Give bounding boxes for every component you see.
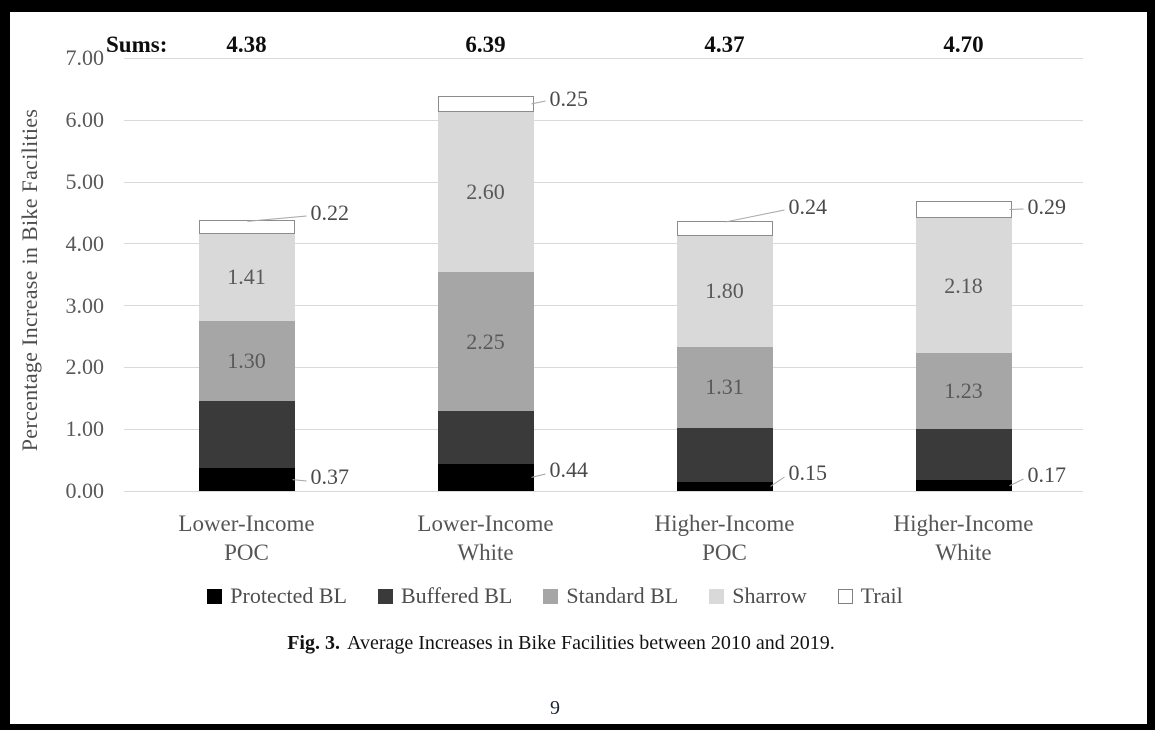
- legend-label: Standard BL: [566, 583, 679, 608]
- bar-segment-standard-bl: [915, 353, 1012, 430]
- bar-segment-trail: [915, 200, 1012, 219]
- bar-segment-standard-bl: [198, 321, 295, 402]
- sums-row-label: Sums:: [106, 32, 168, 57]
- callout-leader-line: [770, 476, 785, 487]
- segment-value-label: 2.60: [466, 178, 505, 204]
- legend-label: Buffered BL: [400, 583, 513, 608]
- legend-label: Trail: [860, 583, 903, 608]
- bar-segment-sharrow: [437, 111, 534, 273]
- y-tick-label: 2.00: [65, 354, 105, 380]
- callout-value-label: 0.37: [310, 464, 350, 489]
- segment-value-label: 1.80: [705, 278, 744, 304]
- bar-segment-sharrow: [676, 235, 773, 347]
- gridline: [124, 490, 1083, 492]
- segment-value-label: 2.18: [944, 272, 983, 298]
- callout-value-label: 0.44: [549, 457, 589, 482]
- legend-label: Protected BL: [230, 583, 347, 608]
- bar-segment-sharrow: [198, 233, 295, 322]
- y-tick-label: 0.00: [65, 478, 105, 503]
- figure-caption-label: Fig. 3.: [287, 632, 340, 654]
- y-tick-label: 5.00: [65, 169, 105, 194]
- bar-segment-sharrow: [915, 218, 1012, 354]
- bar-segment-buffered-bl: [915, 429, 1012, 481]
- callout-value-label: 0.25: [549, 86, 589, 111]
- callout-leader-line: [531, 100, 546, 105]
- legend-item-protected-bl: Protected BL: [207, 583, 347, 609]
- segment-value-label: 1.30: [227, 348, 266, 374]
- legend-label: Sharrow: [732, 583, 807, 608]
- segment-value-label: 1.23: [944, 378, 983, 404]
- bar-segment-trail: [437, 96, 534, 112]
- segment-value-label: 1.41: [227, 264, 266, 290]
- gridline: [124, 366, 1083, 368]
- gridline: [124, 57, 1083, 59]
- bar-segment-standard-bl: [437, 272, 534, 412]
- callout-value-label: 0.24: [788, 194, 828, 219]
- callout-value-label: 0.29: [1027, 194, 1067, 219]
- x-category-label: Lower-Income White: [417, 511, 554, 565]
- gridline: [124, 428, 1083, 430]
- gridline: [124, 243, 1083, 245]
- legend-swatch-trail: [837, 588, 853, 604]
- gridline: [124, 119, 1083, 121]
- y-tick-label: 7.00: [65, 45, 105, 71]
- segment-value-label: 2.25: [466, 328, 505, 354]
- x-category-label: Higher-Income POC: [654, 511, 795, 565]
- legend-swatch-sharrow: [709, 588, 725, 604]
- page-number: 9: [550, 697, 560, 719]
- bar-segment-buffered-bl: [437, 411, 534, 464]
- gridline: [124, 305, 1083, 307]
- x-category-label: Higher-Income White: [893, 511, 1034, 565]
- bar-segment-protected-bl: [676, 481, 773, 491]
- bar-segment-trail: [676, 220, 773, 236]
- legend-item-sharrow: Sharrow: [709, 583, 807, 609]
- bar-segment-buffered-bl: [198, 401, 295, 469]
- figure-caption-text: Average Increases in Bike Facilities bet…: [346, 632, 835, 654]
- legend: Protected BL Buffered BL Standard BL Sharro…: [0, 583, 1110, 609]
- bar-segment-trail: [198, 220, 295, 234]
- sum-value: 4.70: [943, 32, 984, 57]
- callout-value-label: 0.15: [788, 460, 828, 485]
- legend-item-trail: Trail: [837, 583, 903, 609]
- x-category-label: Lower-Income POC: [178, 511, 315, 565]
- bar-segment-standard-bl: [676, 347, 773, 428]
- callout-leader-line: [292, 479, 307, 482]
- sum-value: 4.38: [226, 32, 267, 57]
- callout-value-label: 0.17: [1027, 462, 1067, 487]
- legend-swatch-protected-bl: [207, 588, 223, 604]
- sum-value: 4.37: [704, 32, 745, 57]
- callout-leader-line: [1009, 208, 1024, 211]
- bar-segment-buffered-bl: [676, 427, 773, 482]
- y-tick-label: 1.00: [65, 416, 105, 442]
- bar-segment-protected-bl: [198, 468, 295, 491]
- callout-leader-line: [1009, 478, 1024, 487]
- legend-swatch-buffered-bl: [377, 588, 393, 604]
- y-tick-label: 6.00: [65, 107, 105, 133]
- figure-caption: Fig. 3. Average Increases in Bike Facilit…: [0, 632, 1122, 655]
- legend-item-buffered-bl: Buffered BL: [377, 583, 513, 609]
- y-tick-label: 4.00: [65, 230, 105, 256]
- legend-item-standard-bl: Standard BL: [543, 583, 678, 609]
- segment-value-label: 1.31: [705, 374, 744, 400]
- sum-value: 6.39: [465, 32, 506, 57]
- y-tick-label: 3.00: [65, 292, 105, 318]
- legend-swatch-standard-bl: [543, 588, 559, 604]
- bar-segment-protected-bl: [437, 463, 534, 491]
- gridline: [124, 181, 1083, 183]
- callout-leader-line: [531, 473, 546, 478]
- bar-segment-protected-bl: [915, 480, 1012, 491]
- callout-value-label: 0.22: [310, 200, 350, 225]
